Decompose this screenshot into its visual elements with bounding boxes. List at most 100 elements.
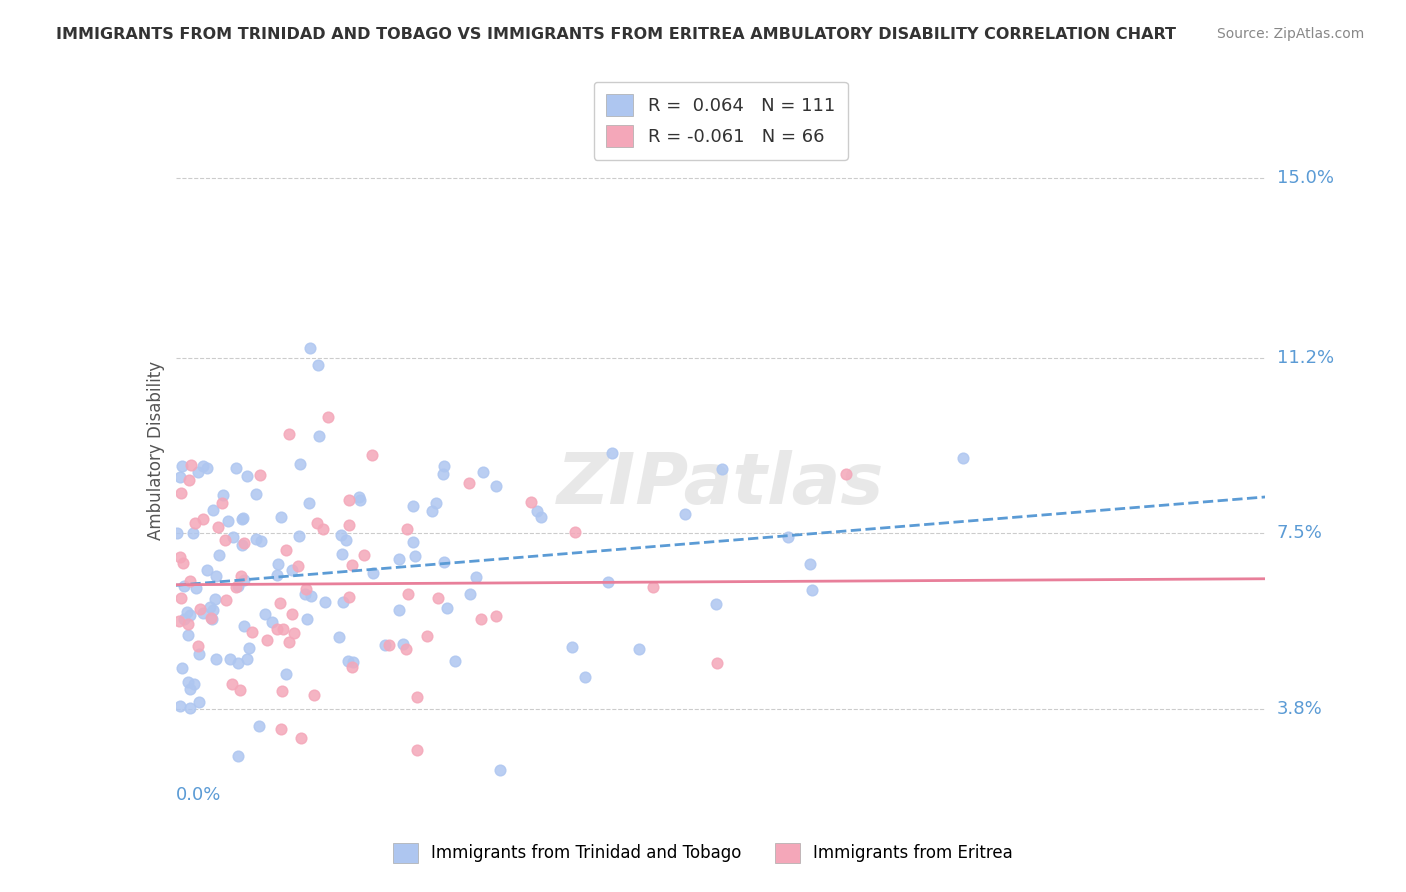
Point bbox=[312, 522, 335, 536]
Point bbox=[295, 612, 318, 626]
Point bbox=[396, 586, 419, 600]
Point bbox=[226, 749, 249, 764]
Point bbox=[288, 457, 311, 471]
Point bbox=[464, 570, 486, 584]
Point bbox=[277, 634, 299, 648]
Point bbox=[485, 609, 508, 624]
Point bbox=[387, 552, 409, 566]
Point bbox=[470, 611, 492, 625]
Point bbox=[801, 582, 824, 597]
Point bbox=[172, 556, 194, 570]
Point bbox=[444, 654, 467, 668]
Text: 11.2%: 11.2% bbox=[1277, 349, 1334, 368]
Point bbox=[711, 462, 734, 476]
Point bbox=[270, 722, 292, 736]
Point bbox=[211, 496, 233, 510]
Point bbox=[179, 682, 201, 697]
Point bbox=[520, 495, 543, 509]
Point bbox=[353, 548, 375, 562]
Point bbox=[201, 612, 224, 626]
Point bbox=[166, 526, 188, 541]
Point bbox=[627, 641, 650, 656]
Point bbox=[231, 511, 253, 525]
Point bbox=[361, 448, 384, 462]
Point bbox=[283, 626, 305, 640]
Point bbox=[269, 596, 291, 610]
Point bbox=[229, 569, 252, 583]
Point bbox=[280, 607, 302, 622]
Point bbox=[271, 622, 294, 636]
Point bbox=[402, 499, 425, 513]
Point bbox=[643, 580, 665, 594]
Point bbox=[425, 495, 447, 509]
Point bbox=[172, 459, 194, 474]
Point bbox=[232, 619, 254, 633]
Point bbox=[240, 625, 263, 640]
Point bbox=[485, 479, 508, 493]
Point bbox=[170, 486, 193, 500]
Point bbox=[314, 594, 336, 608]
Point bbox=[201, 602, 224, 616]
Point bbox=[191, 458, 214, 473]
Point bbox=[349, 490, 371, 504]
Point bbox=[436, 601, 458, 615]
Point bbox=[433, 459, 456, 474]
Point bbox=[337, 492, 360, 507]
Point bbox=[564, 525, 586, 540]
Point bbox=[198, 600, 221, 615]
Point bbox=[361, 566, 384, 580]
Legend: Immigrants from Trinidad and Tobago, Immigrants from Eritrea: Immigrants from Trinidad and Tobago, Imm… bbox=[381, 831, 1025, 875]
Point bbox=[330, 547, 353, 561]
Point bbox=[406, 690, 429, 704]
Point bbox=[205, 651, 228, 665]
Point bbox=[170, 661, 193, 675]
Point bbox=[177, 473, 200, 487]
Point bbox=[706, 656, 728, 670]
Point bbox=[307, 516, 329, 530]
Point bbox=[276, 666, 298, 681]
Point bbox=[193, 512, 215, 526]
Point bbox=[416, 628, 439, 642]
Point bbox=[176, 616, 198, 631]
Point bbox=[471, 465, 494, 479]
Point bbox=[204, 591, 226, 606]
Legend: R =  0.064   N = 111, R = -0.061   N = 66: R = 0.064 N = 111, R = -0.061 N = 66 bbox=[593, 82, 848, 160]
Point bbox=[179, 574, 201, 588]
Point bbox=[330, 528, 353, 542]
Point bbox=[340, 558, 363, 573]
Point bbox=[290, 731, 312, 745]
Point bbox=[404, 549, 426, 564]
Point bbox=[260, 615, 283, 629]
Point bbox=[388, 603, 411, 617]
Point bbox=[427, 591, 450, 606]
Point bbox=[298, 496, 321, 510]
Point bbox=[217, 514, 239, 528]
Point bbox=[228, 579, 250, 593]
Point bbox=[187, 695, 209, 709]
Point bbox=[190, 602, 212, 616]
Point bbox=[176, 605, 198, 619]
Point bbox=[254, 607, 277, 621]
Point bbox=[221, 677, 243, 691]
Point bbox=[458, 587, 481, 601]
Point bbox=[180, 458, 202, 473]
Point bbox=[184, 516, 207, 531]
Point bbox=[340, 659, 363, 673]
Point bbox=[458, 476, 481, 491]
Point bbox=[374, 638, 396, 652]
Point bbox=[574, 670, 596, 684]
Point bbox=[561, 640, 583, 654]
Text: IMMIGRANTS FROM TRINIDAD AND TOBAGO VS IMMIGRANTS FROM ERITREA AMBULATORY DISABI: IMMIGRANTS FROM TRINIDAD AND TOBAGO VS I… bbox=[56, 27, 1177, 42]
Point bbox=[673, 507, 696, 521]
Point bbox=[169, 470, 191, 484]
Point bbox=[335, 533, 357, 547]
Point bbox=[395, 522, 418, 536]
Point bbox=[266, 622, 288, 636]
Point bbox=[226, 656, 249, 670]
Point bbox=[169, 614, 191, 628]
Point bbox=[328, 630, 350, 644]
Point bbox=[256, 632, 278, 647]
Point bbox=[195, 461, 218, 475]
Text: 7.5%: 7.5% bbox=[1277, 524, 1323, 542]
Point bbox=[187, 466, 209, 480]
